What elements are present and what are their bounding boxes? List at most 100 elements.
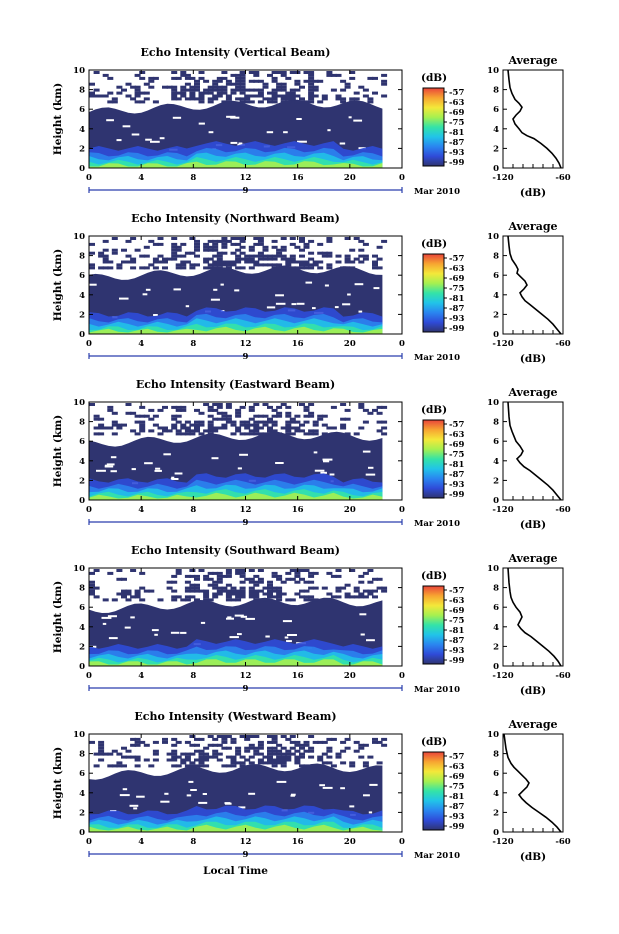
echo-cell — [239, 266, 246, 270]
panel-title: Echo Intensity (Vertical Beam) — [140, 46, 330, 59]
echo-cell — [152, 260, 159, 264]
echo-cell — [303, 420, 310, 424]
echo-cell — [134, 73, 141, 77]
echo-cell — [267, 580, 273, 584]
echo-cell — [248, 592, 255, 596]
echo-cell — [216, 411, 223, 415]
echo-cell — [280, 403, 287, 406]
echo-cell — [225, 755, 232, 759]
echo-cell — [235, 411, 242, 415]
echo-cell — [239, 423, 246, 427]
echo-cell — [308, 239, 315, 243]
echo-cell — [280, 97, 287, 101]
echo-cell — [180, 254, 187, 258]
echo-cell — [216, 254, 223, 258]
echo-cell — [253, 432, 260, 436]
echo-cell — [330, 737, 337, 741]
echo-cell — [134, 737, 141, 741]
echo-cell — [340, 417, 347, 421]
gap-cell — [275, 302, 286, 305]
echo-cell — [248, 100, 255, 104]
gap-cell — [291, 793, 296, 796]
gap-cell — [245, 617, 255, 620]
echo-cell — [216, 589, 223, 593]
echo-cell — [225, 97, 232, 101]
echo-cell — [203, 755, 210, 759]
echo-cell — [107, 752, 114, 756]
gap-cell — [213, 288, 218, 291]
echo-cell — [116, 266, 123, 270]
echo-cell — [349, 100, 356, 104]
gap-cell — [354, 283, 364, 286]
gap-cell — [173, 288, 181, 291]
echo-cell — [381, 79, 388, 83]
y-axis-label: Height (km) — [52, 581, 64, 653]
echo-cell — [225, 263, 232, 267]
echo-cell — [189, 764, 196, 768]
echo-cell — [280, 746, 287, 750]
echo-cell — [235, 82, 242, 86]
echo-cell — [326, 237, 333, 240]
y-tick-label: 4 — [79, 125, 85, 135]
echo-cell — [271, 100, 278, 104]
echo-cell — [248, 589, 255, 593]
gap-cell — [227, 616, 232, 619]
x-tick-label: 4 — [138, 837, 144, 847]
gap-cell — [363, 794, 370, 797]
echo-cell — [349, 761, 356, 765]
echo-cell — [248, 79, 255, 83]
echo-cell — [225, 592, 232, 596]
echo-cell — [372, 737, 378, 741]
echo-cell — [285, 432, 292, 436]
gap-cell — [136, 795, 145, 798]
echo-cell — [203, 595, 210, 599]
echo-cell — [317, 740, 324, 744]
echo-cell — [299, 589, 305, 593]
colorbar-tick-label: -87 — [449, 304, 464, 314]
echo-cell — [221, 426, 228, 430]
echo-cell — [148, 589, 155, 593]
echo-cell — [257, 242, 264, 246]
echo-cell — [148, 76, 155, 80]
echo-cell — [276, 88, 283, 92]
echo-cell — [171, 417, 178, 421]
echo-cell — [130, 411, 137, 415]
echo-cell — [116, 426, 123, 430]
echo-cell — [244, 423, 251, 427]
echo-cell — [321, 586, 328, 590]
echo-cell — [294, 82, 301, 86]
echo-cell — [180, 598, 187, 602]
colorbar-tick-label: -69 — [449, 108, 464, 118]
echo-cell — [267, 73, 273, 77]
gap-cell — [296, 118, 302, 120]
echo-cell — [358, 580, 365, 584]
echo-cell — [139, 740, 146, 744]
colorbar-tick-label: -93 — [449, 314, 464, 324]
echo-cell — [280, 764, 287, 768]
echo-cell — [372, 91, 378, 95]
echo-cell — [107, 100, 114, 104]
profile-title: Average — [507, 552, 557, 565]
echo-cell — [244, 97, 251, 101]
echo-cell — [130, 257, 137, 261]
echo-cell — [184, 260, 191, 264]
echo-cell — [198, 97, 205, 101]
gap-cell — [160, 800, 170, 803]
echo-cell — [143, 97, 150, 101]
echo-cell — [239, 755, 246, 759]
gap-cell — [150, 140, 160, 143]
x-tick-label: 12 — [240, 339, 252, 349]
echo-cell — [198, 423, 205, 427]
echo-cell — [308, 82, 315, 86]
echo-cell — [244, 432, 251, 436]
echo-cell — [139, 571, 146, 575]
echo-cell — [207, 248, 214, 252]
echo-cell — [102, 426, 109, 430]
echo-cell — [98, 426, 105, 430]
echo-cell — [134, 764, 141, 768]
echo-cell — [362, 589, 369, 593]
echo-cell — [216, 91, 223, 95]
gap-cell — [240, 615, 248, 618]
y-tick-label: 2 — [79, 144, 85, 154]
echo-cell — [171, 251, 178, 255]
